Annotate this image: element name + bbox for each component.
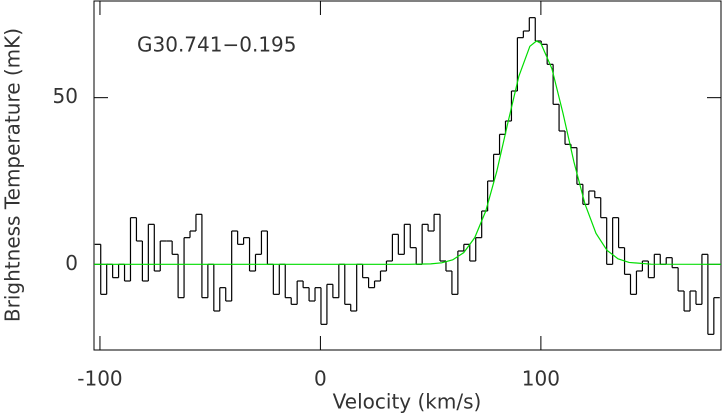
plot-frame — [93, 0, 722, 351]
annotation: G30.741−0.195 — [137, 33, 297, 57]
y-tick-label: 50 — [53, 84, 78, 108]
x-axis-label: Velocity (km/s) — [333, 390, 482, 414]
fit-line — [94, 40, 722, 265]
y-axis-label: Brightness Temperature (mK) — [1, 28, 25, 322]
x-tick-label: 0 — [314, 367, 327, 391]
x-tick-label: 100 — [522, 367, 560, 391]
y-tick-label: 0 — [65, 251, 78, 275]
x-tick-label: -100 — [77, 367, 122, 391]
